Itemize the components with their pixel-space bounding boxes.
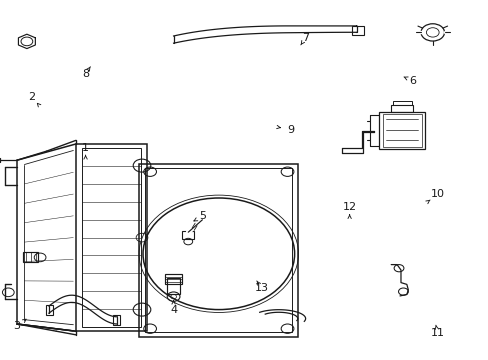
Text: 5: 5 [199, 211, 206, 221]
Text: 1: 1 [82, 143, 89, 153]
Bar [382, 114, 421, 147]
Bar [392, 101, 411, 105]
Bar [139, 164, 298, 337]
Text: 9: 9 [287, 125, 294, 135]
Bar [145, 168, 292, 332]
Text: 8: 8 [82, 69, 89, 79]
Text: 3: 3 [14, 321, 20, 331]
Text: 4: 4 [170, 305, 177, 315]
Text: 13: 13 [254, 283, 268, 293]
Bar [182, 231, 194, 239]
Text: 12: 12 [342, 202, 356, 212]
Bar [164, 274, 182, 284]
Text: 10: 10 [430, 189, 444, 199]
Bar [46, 305, 53, 315]
Bar [351, 26, 364, 35]
Bar [167, 278, 180, 294]
Bar [81, 148, 141, 327]
Bar [378, 112, 425, 149]
Text: 11: 11 [430, 328, 444, 338]
Bar [390, 105, 412, 112]
Text: 2: 2 [28, 92, 35, 102]
Text: 7: 7 [302, 33, 308, 43]
Bar [23, 252, 38, 262]
Text: 6: 6 [409, 76, 416, 86]
Bar [76, 144, 146, 331]
Bar [113, 315, 120, 325]
